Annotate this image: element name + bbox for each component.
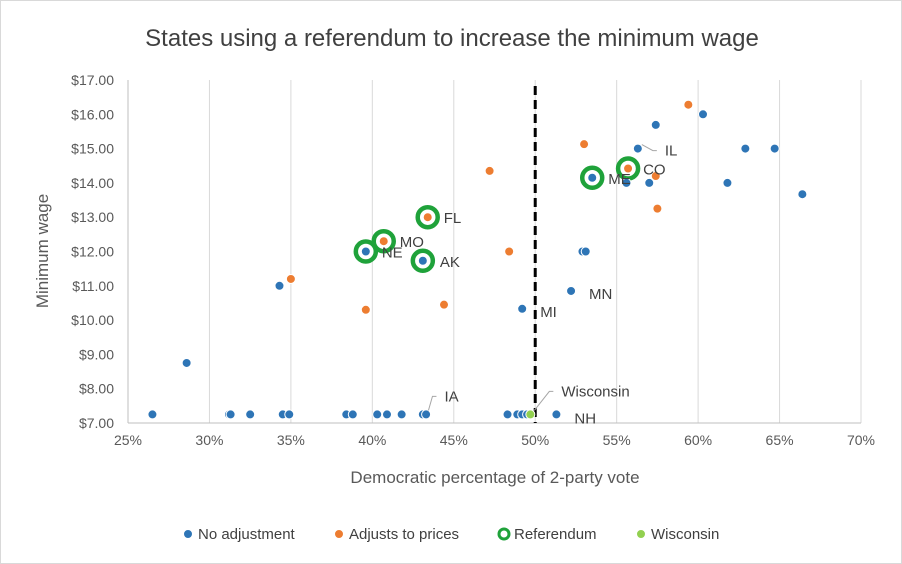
no-adjustment-point <box>502 409 513 420</box>
no-adjustment-point <box>245 409 256 420</box>
adjusts-to-prices-point <box>378 236 389 247</box>
x-tick-label: 65% <box>766 432 794 448</box>
point-label-ia: IA <box>444 388 458 405</box>
point-label-mn: MN <box>589 286 612 303</box>
legend-marker <box>183 529 193 539</box>
no-adjustment-point <box>225 409 236 420</box>
no-adjustment-point <box>381 409 392 420</box>
y-tick-label: $8.00 <box>79 381 114 397</box>
point-label-wisconsin: Wisconsin <box>561 383 629 400</box>
y-tick-label: $7.00 <box>79 415 114 431</box>
legend-entry-wisconsin: Wisconsin <box>651 526 719 543</box>
axes: 25% 30% 35% 40% 45% 50% 55% 60% 65% 70% $7.00 $8.00… <box>71 72 875 448</box>
adjusts-to-prices-point <box>650 171 661 182</box>
x-axis-title: Democratic percentage of 2-party vote <box>350 468 639 487</box>
y-tick-label: $11.00 <box>72 278 114 294</box>
no-adjustment-point <box>147 409 158 420</box>
x-tick-label: 55% <box>603 432 631 448</box>
y-tick-label: $16.00 <box>71 106 114 122</box>
no-adjustment-point <box>740 143 751 154</box>
point-label-nh: NH <box>574 410 596 427</box>
legend-marker <box>497 527 511 541</box>
no-adjustment-point <box>347 409 358 420</box>
point-label-il: IL <box>665 143 678 160</box>
no-adjustment-point <box>650 119 661 130</box>
adjusts-to-prices-point <box>579 139 590 150</box>
no-adjustment-point <box>551 409 562 420</box>
no-adjustment-point <box>722 177 733 188</box>
no-adjustment-point <box>421 409 432 420</box>
y-tick-label: $10.00 <box>71 312 114 328</box>
point-label-ak: AK <box>440 254 460 271</box>
point-label-ne: NE <box>382 245 403 262</box>
no-adjustment-point <box>587 172 598 183</box>
y-tick-label: $17.00 <box>71 72 114 88</box>
no-adjustment-point <box>372 409 383 420</box>
wisconsin-point <box>525 409 536 420</box>
adjusts-to-prices-point <box>439 299 450 310</box>
point-label-me: ME <box>608 171 631 188</box>
no-adjustment-point <box>566 285 577 296</box>
adjusts-to-prices-point <box>484 165 495 176</box>
point-label-mo: MO <box>400 234 424 251</box>
no-adjustment-point <box>181 357 192 368</box>
y-tick-label: $9.00 <box>79 346 114 362</box>
gridlines <box>208 80 862 423</box>
no-adjustment-point <box>644 177 655 188</box>
adjusts-to-prices-point <box>504 246 515 257</box>
x-tick-label: 40% <box>358 432 386 448</box>
legend-entry-adjusts-to-prices: Adjusts to prices <box>349 526 459 543</box>
point-label-mi: MI <box>540 304 557 321</box>
point-label-co: CO <box>643 161 666 178</box>
x-tick-label: 70% <box>847 432 875 448</box>
leader-line <box>641 144 657 152</box>
adjusts-to-prices-point <box>360 304 371 315</box>
adjusts-to-prices-point <box>623 163 634 174</box>
adjusts-to-prices-point <box>652 203 663 214</box>
leader-line <box>533 390 554 411</box>
x-tick-label: 50% <box>521 432 549 448</box>
no-adjustment-point <box>769 143 780 154</box>
x-tick-label: 60% <box>684 432 712 448</box>
x-tick-label: 30% <box>195 432 223 448</box>
y-tick-label: $15.00 <box>71 141 114 157</box>
no-adjustment-point <box>360 246 371 257</box>
no-adjustment-point <box>797 189 808 200</box>
no-adjustment-point <box>632 143 643 154</box>
legend: No adjustment Adjusts to prices Referendum… <box>183 526 719 543</box>
adjusts-to-prices-point <box>683 99 694 110</box>
data-points <box>147 99 808 420</box>
no-adjustment-point <box>621 177 632 188</box>
no-adjustment-point <box>396 409 407 420</box>
no-adjustment-point <box>284 409 295 420</box>
x-tick-label: 45% <box>440 432 468 448</box>
legend-marker <box>334 529 344 539</box>
x-tick-label: 25% <box>114 432 142 448</box>
leader-line <box>427 395 437 411</box>
chart-title: States using a referendum to increase th… <box>145 25 759 52</box>
legend-entry-referendum: Referendum <box>514 526 597 543</box>
no-adjustment-point <box>697 109 708 120</box>
adjusts-to-prices-point <box>422 212 433 223</box>
x-tick-label: 35% <box>277 432 305 448</box>
y-tick-label: $12.00 <box>71 244 114 260</box>
no-adjustment-point <box>517 303 528 314</box>
no-adjustment-point <box>274 280 285 291</box>
legend-marker <box>636 529 646 539</box>
y-axis-title: Minimum wage <box>33 194 52 308</box>
no-adjustment-point <box>580 246 591 257</box>
legend-entry-no-adjustment: No adjustment <box>198 526 296 543</box>
y-tick-label: $14.00 <box>71 175 114 191</box>
no-adjustment-point <box>417 255 428 266</box>
adjusts-to-prices-point <box>285 273 296 284</box>
point-label-fl: FL <box>444 210 462 227</box>
y-tick-label: $13.00 <box>71 209 114 225</box>
